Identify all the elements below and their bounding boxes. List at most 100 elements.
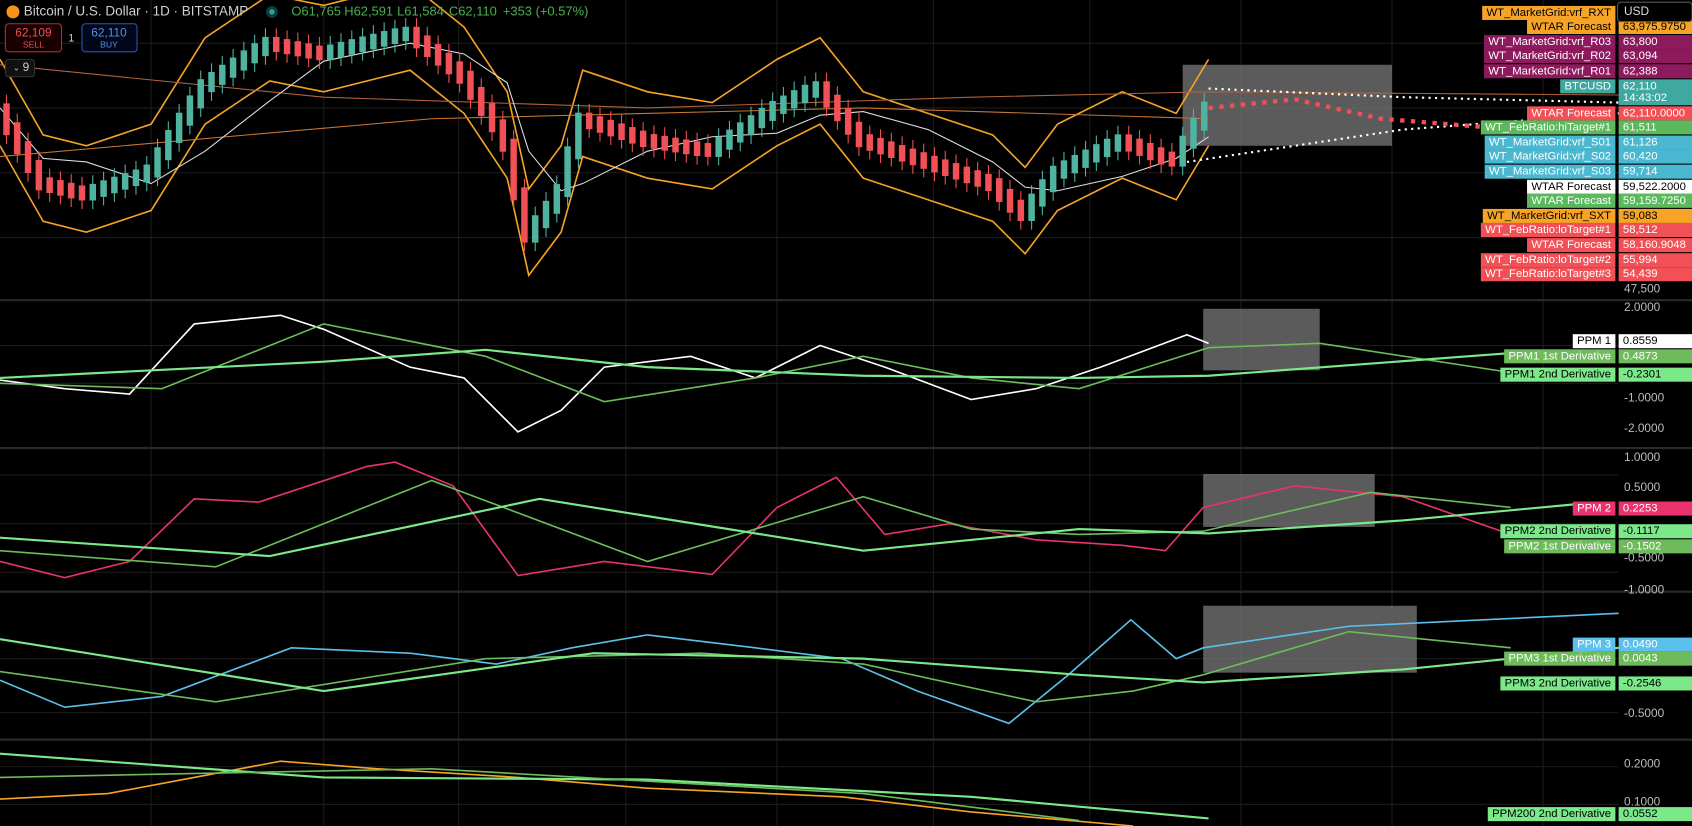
candle-body [909, 148, 917, 166]
candle-body [974, 170, 981, 187]
candle-body [478, 86, 485, 117]
ma-long [0, 64, 1619, 109]
candle-body [531, 215, 539, 243]
label-value-box [1618, 149, 1692, 164]
axis-tick-label: -1.0000 [1624, 391, 1665, 405]
label-name: WTAR Forecast [1531, 195, 1612, 207]
pane-separators [0, 299, 1692, 741]
label-value-box [1618, 179, 1692, 194]
low: L61,584 [397, 3, 444, 18]
candle-body [326, 44, 334, 61]
label-value-box [1618, 539, 1692, 554]
currency-select[interactable]: USD [1617, 1, 1692, 23]
label-name-box [1572, 334, 1616, 349]
label-value: 0.0043 [1623, 653, 1658, 665]
sell-button[interactable]: 62,109 SELL [4, 23, 63, 53]
label-value-box [1618, 637, 1692, 652]
label-name-box [1527, 179, 1616, 194]
label-name-box [1560, 79, 1616, 94]
candle-body [1071, 154, 1079, 174]
indicators-count[interactable]: 9 [23, 60, 30, 74]
label-name: WT_MarketGrid:vrf_R01 [1488, 65, 1611, 77]
label-value-box [1618, 349, 1692, 364]
candle-body [14, 122, 21, 155]
ppm2-d2 [0, 497, 1576, 558]
chevron[interactable]: ⌄ [13, 62, 20, 72]
label-value-box [1618, 19, 1692, 35]
label-name: PPM 2 [1577, 503, 1611, 515]
candle-body [898, 145, 906, 162]
buy-label[interactable]: BUY [100, 40, 118, 50]
label-name-box [1527, 193, 1616, 208]
candle-body [121, 173, 129, 190]
candle-body [683, 139, 690, 155]
currency[interactable]: USD [1624, 4, 1649, 18]
ppm3-d1 [0, 630, 1511, 703]
candle-body [359, 36, 366, 53]
candle-body [294, 41, 302, 57]
candle-body [100, 180, 107, 197]
forecast-lower [1186, 112, 1619, 164]
candle-body [175, 112, 183, 143]
sell-label[interactable]: SELL [23, 40, 44, 50]
candle-body [57, 180, 64, 196]
candle-body [693, 141, 701, 157]
candle-body [1147, 142, 1154, 161]
axis-tick-label: -2.0000 [1624, 421, 1665, 435]
label-name-box [1527, 106, 1616, 121]
label-name: WTAR Forecast [1531, 21, 1612, 33]
label-name: BTCUSD [1565, 80, 1612, 92]
label-name-box [1500, 524, 1616, 539]
candle-body [413, 26, 420, 49]
candle-body [812, 81, 820, 98]
label-name: WT_MarketGrid:vrf_R03 [1488, 36, 1611, 48]
buy-price[interactable]: 62,110 [91, 26, 127, 40]
candle-body [888, 141, 895, 159]
indicators-toggle[interactable]: ⌄ 9 [4, 58, 36, 78]
candle-body [855, 121, 863, 148]
candle-body [370, 33, 377, 50]
label-name-box [1527, 19, 1616, 35]
candle-body [46, 177, 53, 194]
label-value: 63,094 [1623, 50, 1658, 62]
candle-body [790, 90, 798, 109]
candle-body [607, 119, 614, 137]
label-name: WT_MarketGrid:vrf_RXT [1486, 7, 1611, 19]
candle-body [1006, 188, 1014, 213]
ppm1-d1 [0, 323, 1511, 403]
ppm200-d1 [0, 767, 1080, 822]
candle-body [424, 35, 431, 58]
candle-body [89, 183, 97, 201]
sell-price[interactable]: 62,109 [15, 26, 52, 40]
label-name-box [1480, 267, 1616, 282]
candle-body [985, 173, 992, 192]
candle-body [629, 127, 636, 144]
label-name: PPM 3 [1577, 639, 1611, 651]
label-value-box [1618, 208, 1692, 223]
label-name: PPM200 2nd Derivative [1492, 808, 1611, 820]
label-name: PPM 1 [1577, 335, 1611, 347]
candle-body [575, 112, 582, 160]
label-value: 61,126 [1623, 137, 1658, 149]
candles [3, 18, 1208, 252]
label-value-box [1618, 79, 1692, 106]
label-name-box [1484, 35, 1616, 50]
label-name-box [1480, 222, 1616, 238]
open: O61,765 [291, 3, 341, 18]
label-value: 59,522.2000 [1623, 181, 1686, 193]
label-value: 58,512 [1623, 224, 1658, 236]
axis-tick-label: -0.5000 [1624, 706, 1665, 720]
axis-tick-label: 0.5000 [1624, 480, 1661, 494]
label-value-box [1618, 501, 1692, 516]
candle-body [650, 134, 658, 149]
buy-button[interactable]: 62,110 BUY [81, 23, 138, 53]
candle-body [1049, 165, 1057, 193]
label-value: 63,975.9750 [1623, 21, 1686, 33]
ppm1 [0, 314, 1209, 433]
candle-body [726, 129, 733, 150]
label-name-box [1484, 49, 1616, 64]
ma-white [0, 42, 1209, 192]
spread: 1 [68, 33, 74, 45]
label-name-box [1500, 676, 1616, 691]
candle-body [1190, 117, 1197, 149]
